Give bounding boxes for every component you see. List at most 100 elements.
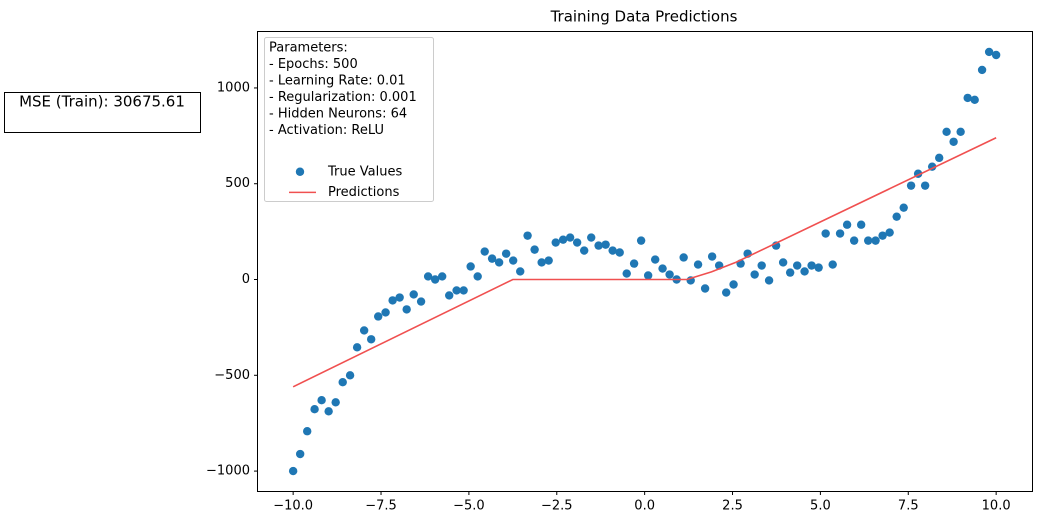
legend-title-line: - Learning Rate: 0.01 [269, 74, 406, 89]
legend-marker [295, 167, 305, 176]
point [508, 256, 518, 265]
point [516, 267, 525, 276]
point [878, 231, 887, 240]
annotation-box [4, 92, 201, 133]
point [679, 253, 688, 262]
legend-title-line: - Epochs: 500 [269, 57, 358, 72]
point [288, 466, 298, 476]
point [636, 236, 646, 245]
point [615, 248, 624, 257]
legend-label: Predictions [328, 185, 400, 200]
y-tick-label: −1000 [206, 464, 250, 479]
point [487, 254, 497, 263]
point [466, 262, 475, 271]
x-tick-label: −5.0 [453, 499, 485, 514]
point [665, 270, 674, 279]
point [956, 127, 965, 137]
point [963, 93, 972, 103]
point [935, 153, 944, 163]
x-tick-label: 2.5 [722, 499, 743, 514]
point [700, 284, 710, 293]
point [629, 259, 639, 268]
point [949, 137, 958, 146]
point [388, 296, 397, 305]
legend-box [264, 37, 434, 202]
legend-title-line: - Hidden Neurons: 64 [269, 107, 407, 122]
point [885, 228, 894, 237]
point [452, 286, 461, 295]
legend-title-line: - Activation: ReLU [269, 123, 384, 138]
point [608, 246, 617, 255]
point [572, 238, 582, 247]
point [366, 335, 376, 344]
point [658, 264, 667, 273]
point [395, 293, 404, 302]
point [849, 236, 859, 245]
point [501, 249, 511, 258]
point [622, 269, 631, 278]
point [587, 233, 596, 242]
point [374, 312, 383, 321]
point [530, 245, 539, 254]
point [721, 288, 731, 297]
point [778, 258, 788, 267]
point [970, 95, 979, 105]
point [310, 404, 319, 414]
point [643, 271, 653, 280]
point [331, 398, 340, 407]
point [856, 220, 866, 229]
x-tick-label: 5.0 [810, 499, 831, 514]
point [416, 297, 426, 306]
point [864, 236, 873, 245]
point [317, 395, 326, 405]
point [906, 181, 916, 190]
point [835, 229, 845, 238]
point [565, 233, 575, 242]
point [437, 272, 447, 281]
point [594, 241, 603, 250]
point [459, 286, 468, 295]
point [821, 229, 830, 238]
point [729, 280, 738, 289]
point [537, 258, 546, 267]
x-tick-label: 7.5 [898, 499, 919, 514]
x-tick-label: −7.5 [365, 499, 397, 514]
point [920, 181, 930, 190]
point [402, 305, 411, 314]
point [303, 427, 312, 436]
chart-title: Training Data Predictions [550, 8, 738, 26]
point [409, 290, 418, 299]
point [899, 203, 908, 212]
point [601, 240, 610, 249]
point [295, 449, 305, 459]
point [558, 235, 568, 244]
y-tick-label: 0 [242, 272, 250, 287]
x-tick-label: −2.5 [541, 499, 573, 514]
x-tick-label: 0.0 [634, 499, 655, 514]
point [792, 261, 802, 270]
point [359, 326, 369, 335]
point [785, 268, 795, 277]
point [757, 261, 766, 270]
point [707, 252, 717, 261]
legend-label: True Values [327, 164, 402, 179]
point [551, 238, 560, 247]
point [814, 263, 823, 272]
point [942, 127, 951, 137]
point [523, 231, 532, 240]
point [345, 371, 355, 380]
point [579, 246, 589, 255]
point [693, 260, 703, 269]
point [807, 261, 816, 270]
point [544, 256, 553, 265]
point [800, 267, 809, 276]
x-tick-label: 10.0 [982, 499, 1011, 514]
prediction-line [292, 137, 997, 388]
point [480, 247, 489, 256]
point [352, 343, 362, 352]
y-tick-label: 1000 [217, 80, 250, 95]
point [842, 220, 852, 229]
y-tick-label: 500 [225, 176, 250, 191]
